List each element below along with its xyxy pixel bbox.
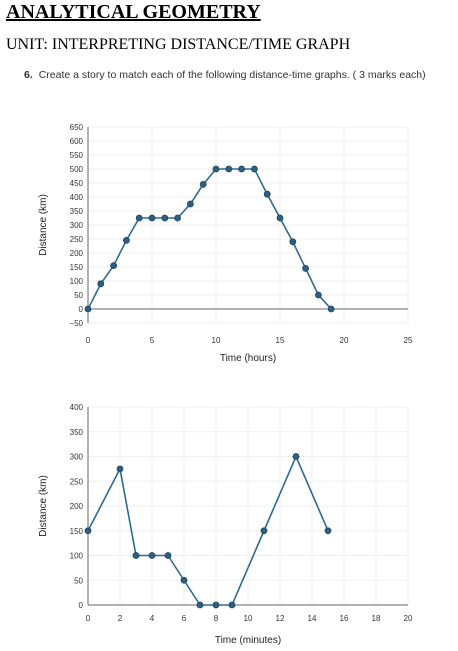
data-point xyxy=(123,237,130,244)
x-tick-label: 20 xyxy=(340,336,349,345)
y-tick-label: 550 xyxy=(70,151,84,160)
data-point xyxy=(186,200,194,208)
question-text: Create a story to match each of the foll… xyxy=(38,69,426,81)
data-point xyxy=(263,190,271,198)
data-point xyxy=(148,552,156,559)
y-tick-label: 0 xyxy=(79,305,84,314)
y-tick-label: 400 xyxy=(70,403,84,412)
x-tick-label: 0 xyxy=(86,336,91,345)
data-point xyxy=(212,601,220,609)
data-point xyxy=(324,527,332,535)
y-axis-title: Distance (km) xyxy=(38,194,49,256)
data-point xyxy=(148,214,156,222)
series-line xyxy=(87,454,329,606)
data-point xyxy=(132,552,140,559)
x-tick-label: 10 xyxy=(244,614,253,623)
data-point xyxy=(314,291,322,299)
x-tick-label: 14 xyxy=(308,614,317,623)
y-tick-label: 250 xyxy=(70,235,84,244)
x-tick-label: 12 xyxy=(276,614,285,623)
y-tick-label: 50 xyxy=(74,291,83,300)
y-axis-title: Distance (km) xyxy=(38,475,49,537)
y-tick-label: 150 xyxy=(70,527,84,536)
y-tick-label: 500 xyxy=(70,165,84,174)
question-number: 6. xyxy=(24,69,33,81)
data-point xyxy=(250,165,258,173)
x-tick-label: 25 xyxy=(404,336,413,345)
data-point xyxy=(289,238,297,246)
data-point xyxy=(225,165,233,173)
x-tick-label: 16 xyxy=(340,614,349,623)
x-tick-label: 2 xyxy=(118,614,123,623)
y-tick-label: 250 xyxy=(70,477,84,486)
distance-time-chart-minutes: 0 50 100 150 200 250 300 350 400 0 2 4 6 8 10 12 14 16 18 2… xyxy=(38,403,413,646)
x-tick-label: 4 xyxy=(150,614,155,623)
y-tick-label: 100 xyxy=(70,277,84,286)
data-point xyxy=(228,601,236,609)
data-point xyxy=(196,601,204,609)
x-tick-label: 15 xyxy=(276,336,285,345)
y-tick-label: 600 xyxy=(70,137,84,146)
y-tick-label: −50 xyxy=(69,319,83,328)
data-point xyxy=(199,181,207,188)
y-tick-label: 0 xyxy=(79,601,84,610)
x-tick-label: 10 xyxy=(212,336,221,345)
distance-time-chart-hours: −500501001502002503003504004505005506006… xyxy=(38,123,413,364)
y-tick-label: 450 xyxy=(70,179,84,188)
y-tick-label: 300 xyxy=(70,221,84,230)
question-6: 6. Create a story to match each of the f… xyxy=(24,68,454,82)
y-tick-label: 350 xyxy=(70,428,84,437)
data-point xyxy=(164,552,172,559)
data-point xyxy=(292,453,300,460)
x-tick-label: 0 xyxy=(86,614,91,623)
x-tick-label: 8 xyxy=(214,614,219,623)
data-point xyxy=(327,305,335,313)
document-heading: ANALYTICAL GEOMETRY xyxy=(6,1,261,23)
series-line xyxy=(87,168,332,310)
y-tick-label: 150 xyxy=(70,263,84,272)
y-tick-label: 650 xyxy=(70,123,84,132)
data-point xyxy=(135,214,143,222)
data-point xyxy=(116,465,124,473)
data-point xyxy=(238,165,246,173)
x-axis-title: Time (hours) xyxy=(220,353,276,364)
data-point xyxy=(84,305,92,313)
data-point xyxy=(302,264,310,272)
data-point xyxy=(174,214,182,222)
x-tick-label: 6 xyxy=(182,614,187,623)
data-point xyxy=(276,214,284,222)
x-tick-label: 20 xyxy=(404,614,413,623)
data-point xyxy=(84,527,92,535)
y-tick-label: 200 xyxy=(70,249,84,258)
x-axis-title: Time (minutes) xyxy=(215,635,281,646)
x-tick-label: 18 xyxy=(372,614,381,623)
y-tick-label: 100 xyxy=(70,552,84,561)
y-tick-label: 300 xyxy=(70,453,84,462)
y-tick-label: 400 xyxy=(70,193,84,202)
data-point xyxy=(161,214,169,222)
data-point xyxy=(97,280,105,288)
y-tick-label: 350 xyxy=(70,207,84,216)
y-tick-label: 50 xyxy=(74,576,83,585)
data-point xyxy=(110,262,117,270)
data-point xyxy=(212,165,220,173)
data-point xyxy=(260,527,268,535)
data-point xyxy=(180,576,188,584)
y-tick-label: 200 xyxy=(70,502,84,511)
unit-title: UNIT: INTERPRETING DISTANCE/TIME GRAPH xyxy=(6,36,351,53)
x-tick-label: 5 xyxy=(150,336,155,345)
